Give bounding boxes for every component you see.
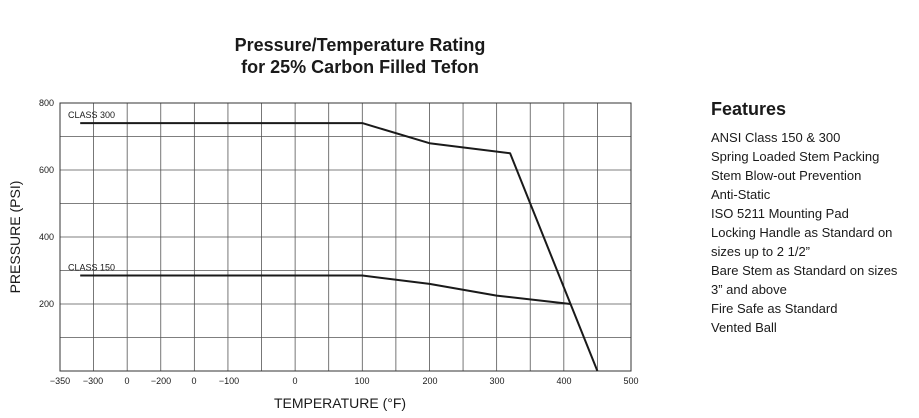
x-tick-labels: −350 −300 0 −200 0 −100 0 100 200 300 400 500 [50, 376, 639, 386]
x-tick-label: −100 [219, 376, 239, 386]
chart-title-line-1: Pressure/Temperature Rating [234, 35, 486, 55]
feature-item: Stem Blow-out Prevention [711, 168, 862, 183]
y-tick-label: 600 [39, 165, 54, 175]
feature-item: Locking Handle as Standard on [711, 225, 893, 240]
features-panel: Features ANSI Class 150 & 300 Spring Load… [711, 98, 915, 337]
feature-item: Vented Ball [711, 320, 777, 335]
x-tick-label: −350 [50, 376, 70, 386]
y-tick-label: 400 [39, 232, 54, 242]
x-tick-label: 400 [556, 376, 571, 386]
x-tick-label: −200 [151, 376, 171, 386]
chart-grid [60, 103, 631, 371]
y-tick-label: 800 [39, 98, 54, 108]
x-tick-label: 0 [191, 376, 196, 386]
features-heading: Features [711, 99, 787, 119]
series-line-class-300 [80, 122, 599, 372]
x-axis-label: TEMPERATURE (°F) [274, 395, 406, 411]
x-tick-label: 500 [623, 376, 638, 386]
x-tick-label: 0 [292, 376, 297, 386]
series-line-class-150 [80, 274, 571, 305]
series-label: CLASS 300 [68, 110, 115, 120]
x-tick-label: −300 [83, 376, 103, 386]
features-list: ANSI Class 150 & 300 Spring Loaded Stem P… [711, 128, 915, 337]
y-tick-labels: 200 400 600 800 [39, 98, 54, 309]
feature-item: ISO 5211 Mounting Pad [711, 206, 849, 221]
series-lines [80, 122, 599, 372]
x-tick-label: 100 [354, 376, 369, 386]
y-axis-label: PRESSURE (PSI) [7, 181, 23, 294]
feature-item: 3” and above [711, 282, 787, 297]
chart-title: Pressure/Temperature Rating for 25% Carb… [150, 34, 570, 78]
series-labels: CLASS 300 CLASS 150 [68, 110, 115, 272]
feature-item: Anti-Static [711, 187, 771, 202]
x-tick-label: 200 [422, 376, 437, 386]
pressure-temperature-chart: 200 400 600 800 −350 −300 0 −200 0 −100 0 100 200 30… [7, 98, 639, 411]
feature-item: Spring Loaded Stem Packing [711, 149, 880, 164]
feature-item: ANSI Class 150 & 300 [711, 130, 841, 145]
feature-item: sizes up to 2 1/2” [711, 244, 810, 259]
x-tick-label: 0 [124, 376, 129, 386]
plot-area-border [59, 102, 632, 372]
feature-item: Fire Safe as Standard [711, 301, 838, 316]
chart-title-line-2: for 25% Carbon Filled Tefon [241, 57, 479, 77]
x-tick-label: 300 [489, 376, 504, 386]
series-label: CLASS 150 [68, 263, 115, 273]
y-tick-label: 200 [39, 299, 54, 309]
feature-item: Bare Stem as Standard on sizes [711, 263, 898, 278]
